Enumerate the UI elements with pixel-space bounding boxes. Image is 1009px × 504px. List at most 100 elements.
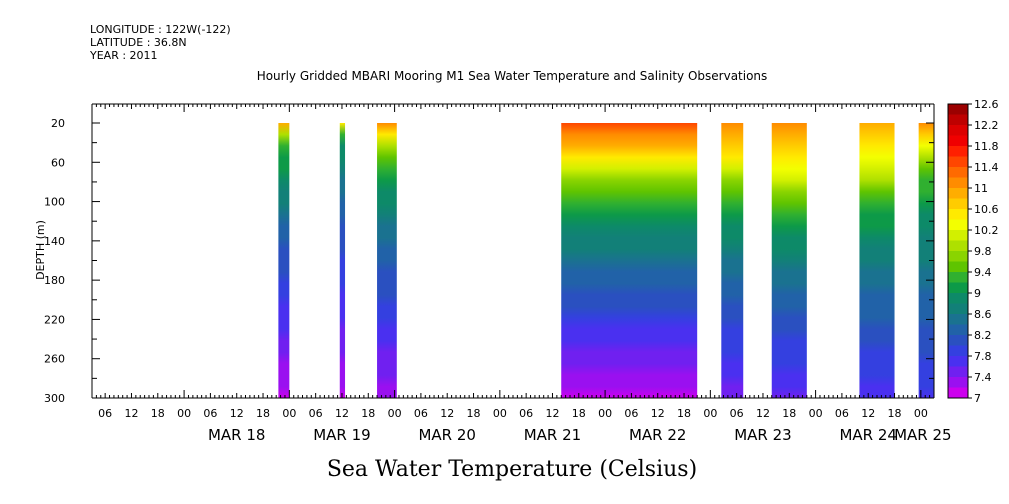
colorbar-swatch [948,335,968,346]
data-segment [859,123,895,398]
x-tick-label: 06 [309,407,323,420]
colorbar-swatch [948,209,968,220]
colorbar-swatch [948,146,968,157]
y-tick-label: 180 [44,274,65,287]
y-tick-label: 60 [51,156,65,169]
colorbar-swatch [948,230,968,241]
y-tick-label: 220 [44,313,65,326]
colorbar-swatch [948,303,968,315]
colorbar-tick-label: 11 [974,182,988,195]
colorbar-swatch [948,366,968,378]
colorbar-tick-label: 11.4 [974,161,999,174]
colorbar-swatch [948,104,968,115]
y-tick-label: 20 [51,117,65,130]
colorbar-tick-label: 12.2 [974,119,999,132]
x-day-label: MAR 19 [313,426,370,444]
colorbar-swatch [948,177,968,189]
x-tick-label: 00 [388,407,402,420]
colorbar-tick-label: 7.8 [974,350,992,363]
colorbar-swatch [948,272,968,283]
colorbar-swatch [948,125,968,136]
colorbar-swatch [948,219,968,231]
x-tick-label: 18 [361,407,375,420]
x-tick-label: 18 [888,407,902,420]
colorbar-swatch [948,377,968,388]
colorbar-swatch [948,356,968,367]
x-tick-label: 12 [861,407,875,420]
x-day-label: MAR 20 [418,426,475,444]
y-tick-label: 100 [44,196,65,209]
colorbar-tick-label: 7.4 [974,371,992,384]
year-label: YEAR : 2011 [90,49,158,62]
colorbar-tick-label: 8.6 [974,308,992,321]
x-tick-label: 18 [782,407,796,420]
data-segment [771,123,807,398]
colorbar-swatch [948,293,968,304]
x-tick-label: 06 [414,407,428,420]
x-tick-label: 18 [467,407,481,420]
x-tick-label: 00 [703,407,717,420]
colorbar-tick-label: 9 [974,287,981,300]
colorbar-tick-label: 10.6 [974,203,999,216]
colorbar-swatch [948,198,968,210]
x-tick-label: 06 [835,407,849,420]
x-tick-label: 00 [282,407,296,420]
colorbar-swatch [948,135,968,147]
x-tick-label: 06 [203,407,217,420]
x-day-label: MAR 22 [629,426,686,444]
colorbar-swatch [948,156,968,168]
colorbar-tick-label: 8.2 [974,329,992,342]
colorbar-tick-label: 10.2 [974,224,999,237]
y-tick-label: 140 [44,235,65,248]
x-tick-label: 12 [440,407,454,420]
x-day-label: MAR 25 [894,426,951,444]
y-tick-label: 260 [44,353,65,366]
plot-data [278,123,934,398]
colorbar-tick-label: 11.8 [974,140,999,153]
data-segment [278,123,290,398]
x-tick-label: 18 [677,407,691,420]
colorbar-tick-label: 12.6 [974,98,999,111]
data-segment [918,123,934,398]
x-tick-label: 18 [572,407,586,420]
colorbar-swatch [948,251,968,262]
colorbar-tick-label: 7 [974,392,981,405]
data-segment [377,123,397,398]
x-tick-label: 00 [177,407,191,420]
x-tick-label: 06 [624,407,638,420]
x-tick-label: 06 [519,407,533,420]
colorbar-swatch [948,314,968,325]
colorbar-swatch [948,240,968,252]
x-day-label: MAR 21 [524,426,581,444]
colorbar-swatch [948,282,968,294]
x-day-label: MAR 24 [839,426,896,444]
data-segment [721,123,744,398]
data-segment [561,123,698,398]
x-tick-label: 12 [756,407,770,420]
x-tick-label: 00 [598,407,612,420]
x-day-label: MAR 23 [734,426,791,444]
colorbar-swatch [948,345,968,357]
y-tick-label: 300 [44,392,65,405]
x-tick-label: 12 [335,407,349,420]
x-tick-label: 18 [151,407,165,420]
colorbar-swatch [948,387,968,399]
colorbar-swatch [948,261,968,273]
chart-title: Hourly Gridded MBARI Mooring M1 Sea Wate… [257,69,768,83]
longitude-label: LONGITUDE : 122W(-122) [90,23,231,36]
colorbar-swatch [948,167,968,178]
axes: 06 12 18 00 06 12 18 00 06 12 18 00 06 12 18 00 06 12 18 00… [44,103,952,444]
x-tick-label: 12 [124,407,138,420]
x-day-label: MAR 18 [208,426,265,444]
x-tick-label: 18 [256,407,270,420]
colorbar-title: Sea Water Temperature (Celsius) [327,457,697,482]
x-tick-label: 00 [809,407,823,420]
x-tick-label: 00 [493,407,507,420]
colorbar-swatch [948,324,968,336]
colorbar-swatch [948,188,968,199]
x-tick-label: 12 [230,407,244,420]
data-segment [339,123,346,398]
colorbar-swatch [948,114,968,126]
x-tick-label: 12 [545,407,559,420]
